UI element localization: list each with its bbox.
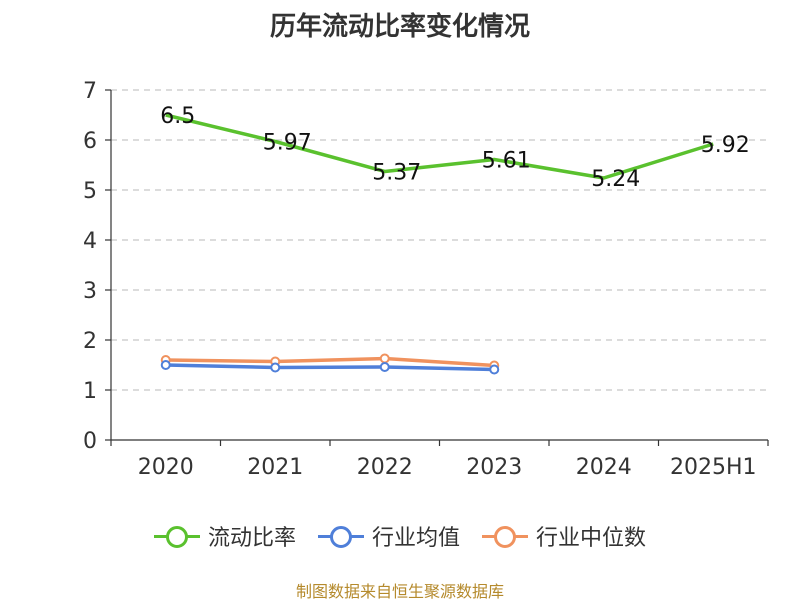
legend-item-current-ratio[interactable]: 流动比率	[153, 520, 296, 552]
y-tick-label: 5	[83, 179, 97, 204]
legend-dot	[329, 526, 352, 548]
legend-dot	[165, 526, 188, 548]
legend-marker-industry-median	[482, 524, 528, 548]
data-point	[379, 353, 390, 364]
data-label: 6.5	[160, 104, 195, 129]
data-point	[379, 362, 390, 372]
data-point	[489, 364, 500, 375]
label-layer: 6.5 5.97 5.37 5.61 5.24 5.92	[160, 104, 749, 192]
data-point	[160, 360, 171, 370]
x-tick-label: 2025H1	[670, 455, 757, 480]
data-point	[270, 362, 281, 373]
data-label: 5.61	[482, 149, 531, 174]
axis-layer: 0 1 2 3 4 5 6 7 2020 2021 2022 2023 2024 2025H1	[83, 79, 769, 480]
legend-item-industry-median[interactable]: 行业中位数	[482, 520, 646, 552]
data-label: 5.92	[701, 133, 750, 158]
data-label: 5.97	[263, 131, 312, 156]
series-line-2	[165, 356, 495, 368]
series-layer	[160, 113, 714, 375]
data-label: 5.24	[591, 167, 640, 192]
legend-marker-industry-mean	[317, 524, 364, 548]
series-line-0	[165, 113, 714, 180]
data-label: 5.37	[372, 161, 421, 186]
y-tick-label: 3	[83, 279, 97, 304]
y-tick-label: 7	[83, 79, 97, 104]
x-tick-label: 2024	[576, 455, 632, 480]
x-tick-label: 2020	[138, 455, 194, 480]
x-tick-label: 2023	[466, 455, 522, 480]
legend-item-industry-mean[interactable]: 行业均值	[317, 520, 460, 552]
x-tick-label: 2022	[357, 455, 413, 480]
legend-label-industry-median: 行业中位数	[536, 526, 647, 551]
y-tick-label: 6	[83, 129, 97, 154]
y-tick-label: 0	[83, 429, 97, 454]
y-tick-label: 1	[83, 379, 97, 404]
legend-marker-current-ratio	[153, 524, 200, 548]
legend-dot	[494, 526, 516, 548]
source-footnote: 制图数据来自恒生聚源数据库	[295, 582, 504, 601]
series-line-1	[165, 363, 495, 372]
chart-title: 历年流动比率变化情况	[269, 12, 530, 42]
y-tick-label: 4	[83, 229, 97, 254]
legend: 流动比率 行业均值 行业中位数	[0, 520, 800, 552]
y-tick-label: 2	[83, 329, 97, 354]
grid-layer	[111, 89, 768, 391]
legend-label-current-ratio: 流动比率	[207, 526, 296, 551]
legend-label-industry-mean: 行业均值	[371, 526, 460, 551]
x-tick-label: 2021	[247, 455, 303, 480]
